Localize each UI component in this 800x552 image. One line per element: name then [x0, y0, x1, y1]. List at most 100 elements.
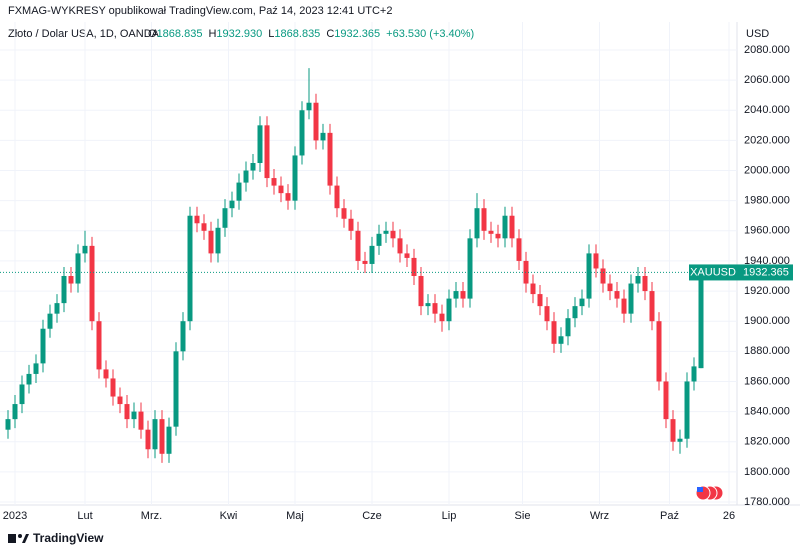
legend-value: 1868.835 — [157, 28, 203, 40]
y-tick-label: 2060.000 — [744, 74, 790, 86]
candle-body — [684, 381, 690, 439]
candle-body — [124, 404, 130, 420]
candle-body — [390, 230, 396, 239]
candle-body — [607, 283, 613, 292]
candle-body — [551, 321, 557, 344]
candle-body — [698, 272, 704, 369]
candle-body — [565, 318, 571, 337]
candle-body — [432, 303, 438, 314]
candle-body — [159, 419, 165, 454]
candle-body — [579, 298, 585, 307]
candle-body — [425, 303, 431, 307]
x-tick-label: Cze — [362, 510, 382, 522]
candle-body — [75, 253, 81, 284]
candle-body — [691, 366, 697, 382]
currency: USD — [746, 28, 769, 40]
x-tick-label: Paź — [660, 510, 679, 522]
candle-body — [677, 438, 683, 442]
candle-body — [649, 291, 655, 322]
candle-body — [82, 245, 88, 254]
candle-body — [572, 306, 578, 319]
candle-body — [243, 170, 249, 183]
x-tick-label: Maj — [286, 510, 304, 522]
y-tick-label: 1860.000 — [744, 375, 790, 387]
candle-body — [271, 178, 277, 186]
candle-body — [54, 303, 60, 314]
candle-body — [12, 404, 18, 420]
ticker-badge — [689, 264, 737, 281]
candle-body — [404, 253, 410, 258]
candle-body — [537, 294, 543, 307]
legend-change: +63.530 (+3.40%) — [386, 28, 474, 40]
candle-body — [383, 230, 389, 234]
candle-body — [257, 125, 263, 163]
candle-body — [530, 283, 536, 295]
candle-body — [348, 218, 354, 231]
candle-body — [516, 238, 522, 261]
y-tick-label: 2000.000 — [744, 164, 790, 176]
candle-body — [544, 306, 550, 322]
candle-body — [131, 411, 137, 420]
candle-body — [201, 223, 207, 231]
candle-body — [628, 283, 634, 314]
candle-body — [19, 384, 25, 405]
candle-body — [446, 298, 452, 322]
candle-body — [411, 257, 417, 276]
legend-label: H — [208, 28, 216, 40]
candle-body — [173, 351, 179, 427]
candle-body — [103, 369, 109, 379]
y-tick-label: 2020.000 — [744, 134, 790, 146]
candle-body — [635, 276, 641, 284]
y-tick-label: 2040.000 — [744, 104, 790, 116]
candle-body — [397, 238, 403, 254]
candle-body — [278, 185, 284, 194]
candle-body — [117, 396, 123, 405]
candle-body — [663, 381, 669, 420]
legend-label: C — [326, 28, 334, 40]
candle-body — [474, 208, 480, 239]
legend-value: 1932.930 — [216, 28, 262, 40]
candle-body — [40, 328, 46, 364]
candle-body — [313, 102, 319, 141]
y-tick-label: 1920.000 — [744, 285, 790, 297]
flag-icon — [695, 485, 724, 501]
candle-body — [467, 238, 473, 299]
y-tick-label: 1780.000 — [744, 496, 790, 508]
candle-body — [285, 193, 291, 201]
price-label: 1932.365 — [743, 266, 789, 278]
x-tick-label: Wrz — [590, 510, 609, 522]
candle-body — [355, 230, 361, 261]
candle-body — [341, 208, 347, 219]
legend-label: L — [268, 28, 274, 40]
candle-body — [306, 102, 312, 111]
price-badge — [737, 264, 793, 281]
legend-value: 1868.835 — [274, 28, 320, 40]
candle-body — [334, 185, 340, 209]
candle-body — [376, 233, 382, 246]
candle-body — [593, 253, 599, 269]
x-tick-label: Lut — [77, 510, 92, 522]
ticker-label: XAUUSD — [690, 266, 736, 278]
candle-body — [502, 215, 508, 239]
candle-body — [96, 321, 102, 370]
candle-body — [5, 419, 11, 430]
candle-body — [194, 215, 200, 224]
candle-body — [229, 200, 235, 209]
x-tick-label: Sie — [515, 510, 531, 522]
candle-body — [215, 227, 221, 254]
candle-body — [26, 373, 32, 385]
candle-body — [418, 276, 424, 307]
candle-body — [558, 336, 564, 344]
y-tick-label: 1940.000 — [744, 255, 790, 267]
candle-body — [327, 132, 333, 186]
legend-value: 1932.365 — [334, 28, 380, 40]
candle-body — [89, 245, 95, 322]
candle-body — [236, 182, 242, 201]
footer-logo — [8, 534, 29, 543]
candle-body — [586, 253, 592, 299]
candle-body — [362, 260, 368, 264]
y-tick-label: 1900.000 — [744, 315, 790, 327]
candle-body — [250, 163, 256, 171]
symbol-title: Złoto / Dolar USA, 1D, OANDA — [8, 28, 160, 40]
x-tick-label: 2023 — [3, 510, 27, 522]
